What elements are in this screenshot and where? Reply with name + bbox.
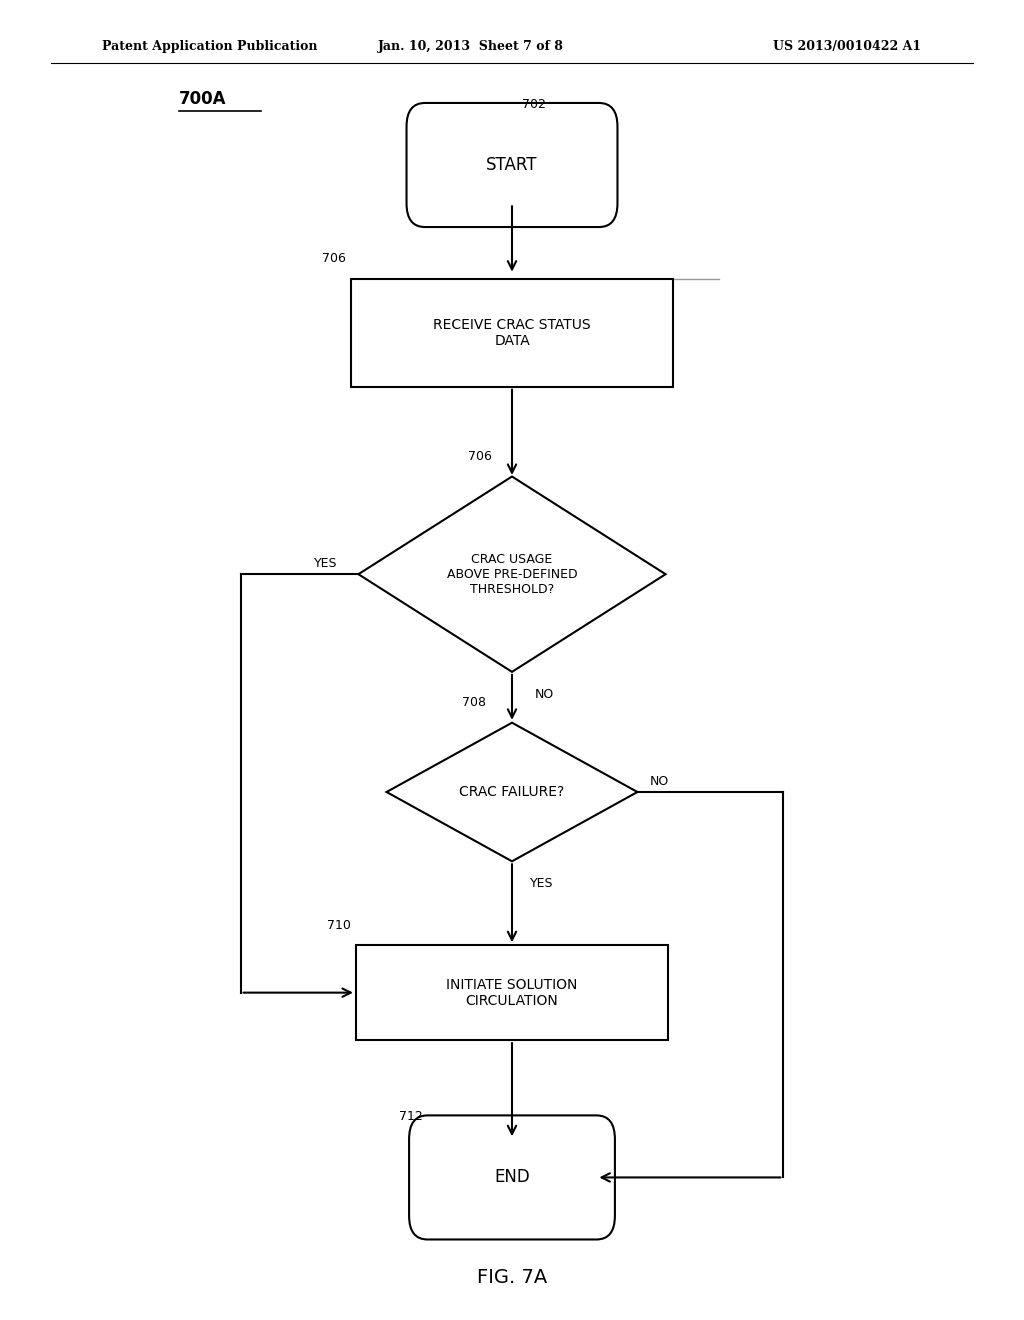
Text: FIG. 7A: FIG. 7A [477,1269,547,1287]
Text: RECEIVE CRAC STATUS
DATA: RECEIVE CRAC STATUS DATA [433,318,591,347]
Text: Jan. 10, 2013  Sheet 7 of 8: Jan. 10, 2013 Sheet 7 of 8 [378,40,564,53]
Text: 706: 706 [322,252,346,265]
Text: INITIATE SOLUTION
CIRCULATION: INITIATE SOLUTION CIRCULATION [446,978,578,1007]
Text: END: END [495,1168,529,1187]
FancyBboxPatch shape [409,1115,614,1239]
Text: CRAC FAILURE?: CRAC FAILURE? [460,785,564,799]
Text: US 2013/0010422 A1: US 2013/0010422 A1 [773,40,922,53]
Text: YES: YES [530,876,554,890]
Text: START: START [486,156,538,174]
Text: 702: 702 [522,98,546,111]
Text: Patent Application Publication: Patent Application Publication [102,40,317,53]
Bar [356,945,669,1040]
Text: 706: 706 [468,450,492,463]
Bar [350,279,674,387]
Text: 700A: 700A [179,90,226,108]
Text: NO: NO [650,775,669,788]
Text: YES: YES [314,557,338,570]
Polygon shape [387,722,637,861]
Text: CRAC USAGE
ABOVE PRE-DEFINED
THRESHOLD?: CRAC USAGE ABOVE PRE-DEFINED THRESHOLD? [446,553,578,595]
FancyBboxPatch shape [407,103,617,227]
Text: 708: 708 [463,697,486,710]
Text: 710: 710 [327,919,350,932]
Text: 712: 712 [398,1110,422,1123]
Polygon shape [358,477,666,672]
Text: NO: NO [535,688,554,701]
